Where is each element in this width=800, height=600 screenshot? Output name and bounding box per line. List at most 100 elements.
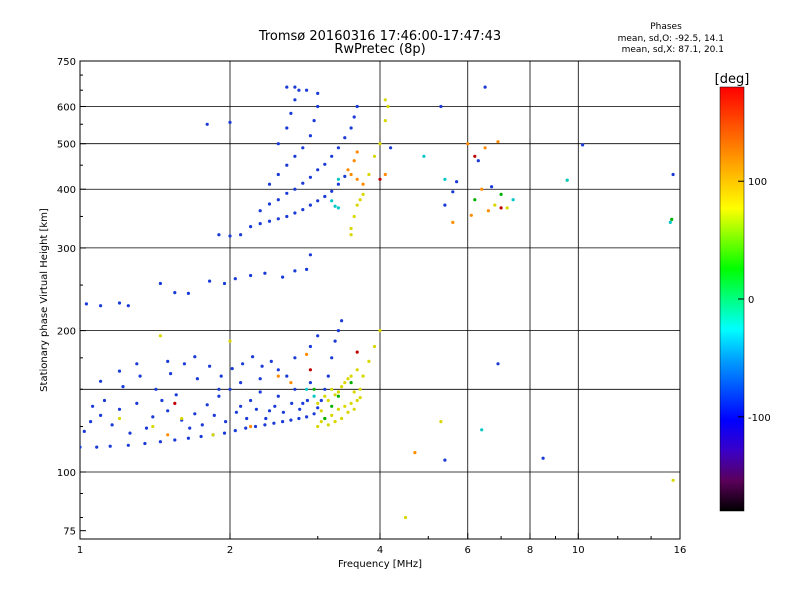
data-point xyxy=(186,436,190,440)
data-point xyxy=(276,394,280,398)
data-point xyxy=(358,387,362,391)
data-point xyxy=(312,412,316,416)
data-point xyxy=(422,154,426,158)
data-point xyxy=(249,225,253,229)
data-point xyxy=(581,143,585,147)
data-point xyxy=(355,368,359,372)
data-point xyxy=(378,177,382,181)
data-point xyxy=(336,329,340,333)
data-point xyxy=(276,217,280,221)
data-point xyxy=(217,233,221,237)
data-point xyxy=(285,126,289,130)
data-point xyxy=(230,367,234,371)
y-tick-label: 100 xyxy=(57,468,76,479)
data-point xyxy=(239,404,243,408)
data-point xyxy=(483,85,487,89)
data-point xyxy=(102,398,107,403)
data-point xyxy=(276,368,280,372)
data-point xyxy=(224,420,228,424)
data-point xyxy=(117,407,122,411)
data-point xyxy=(323,394,327,398)
data-point xyxy=(301,208,305,212)
data-point xyxy=(260,364,264,368)
data-point xyxy=(276,198,280,202)
data-point xyxy=(413,451,417,455)
data-point xyxy=(333,204,337,208)
data-point xyxy=(323,162,327,166)
data-point xyxy=(305,267,309,271)
data-point xyxy=(128,431,132,435)
y-tick-label: 750 xyxy=(57,57,76,68)
y-tick-label: 200 xyxy=(57,327,76,338)
data-point xyxy=(258,209,262,213)
data-point xyxy=(264,416,268,421)
data-point xyxy=(154,387,158,391)
data-point xyxy=(205,122,209,126)
data-point xyxy=(217,394,221,398)
data-point xyxy=(308,203,312,207)
data-point xyxy=(99,413,103,417)
data-point xyxy=(355,398,359,403)
data-point xyxy=(336,394,340,398)
data-point xyxy=(289,418,293,422)
data-point xyxy=(316,401,320,405)
data-point xyxy=(211,433,215,437)
data-point xyxy=(305,415,309,419)
data-point xyxy=(541,456,545,460)
data-point xyxy=(222,431,227,435)
data-point xyxy=(330,387,334,391)
data-point xyxy=(217,387,221,391)
x-tick-label: 16 xyxy=(674,545,687,556)
data-point xyxy=(330,356,334,360)
data-point xyxy=(349,381,353,385)
data-point xyxy=(289,381,293,385)
data-point xyxy=(323,194,327,199)
data-point xyxy=(285,85,289,89)
data-point xyxy=(108,444,112,448)
data-point xyxy=(166,359,170,363)
data-point xyxy=(480,428,484,432)
data-point xyxy=(305,88,309,92)
y-tick-label: 300 xyxy=(57,244,76,255)
data-point xyxy=(173,438,177,442)
colorbar-tick-label: -100 xyxy=(748,413,771,424)
data-point xyxy=(208,364,212,368)
colorbar-ticks: 100 0 -100 xyxy=(738,177,771,424)
data-point xyxy=(151,424,155,429)
data-point xyxy=(126,443,130,447)
data-point xyxy=(151,415,155,419)
colorbar-tick-label: 0 xyxy=(748,295,754,306)
data-point xyxy=(166,409,170,413)
data-point xyxy=(228,234,232,238)
data-point xyxy=(483,146,487,150)
data-point xyxy=(251,355,255,359)
data-point xyxy=(330,413,334,417)
data-point xyxy=(138,374,142,378)
data-point xyxy=(349,172,353,177)
y-tick-label: 500 xyxy=(57,140,76,151)
data-point xyxy=(233,277,237,281)
y-tick-label: 600 xyxy=(57,103,76,114)
data-point xyxy=(316,199,320,203)
data-point xyxy=(326,423,330,427)
data-point xyxy=(668,220,672,224)
data-point xyxy=(99,379,103,383)
data-point xyxy=(173,401,177,405)
data-point xyxy=(378,329,382,333)
data-point xyxy=(293,187,297,191)
data-point xyxy=(193,355,197,359)
data-point xyxy=(343,174,347,178)
data-point xyxy=(336,182,340,186)
data-point xyxy=(263,423,267,427)
data-point xyxy=(99,304,103,308)
data-point xyxy=(249,273,253,278)
data-point xyxy=(343,381,347,385)
data-point xyxy=(135,362,139,366)
data-point xyxy=(182,362,186,366)
data-point xyxy=(117,416,122,421)
data-point xyxy=(346,377,350,381)
data-point xyxy=(173,291,177,295)
data-point xyxy=(239,233,243,237)
stats-title: Phases xyxy=(650,22,682,32)
data-point xyxy=(323,416,327,421)
